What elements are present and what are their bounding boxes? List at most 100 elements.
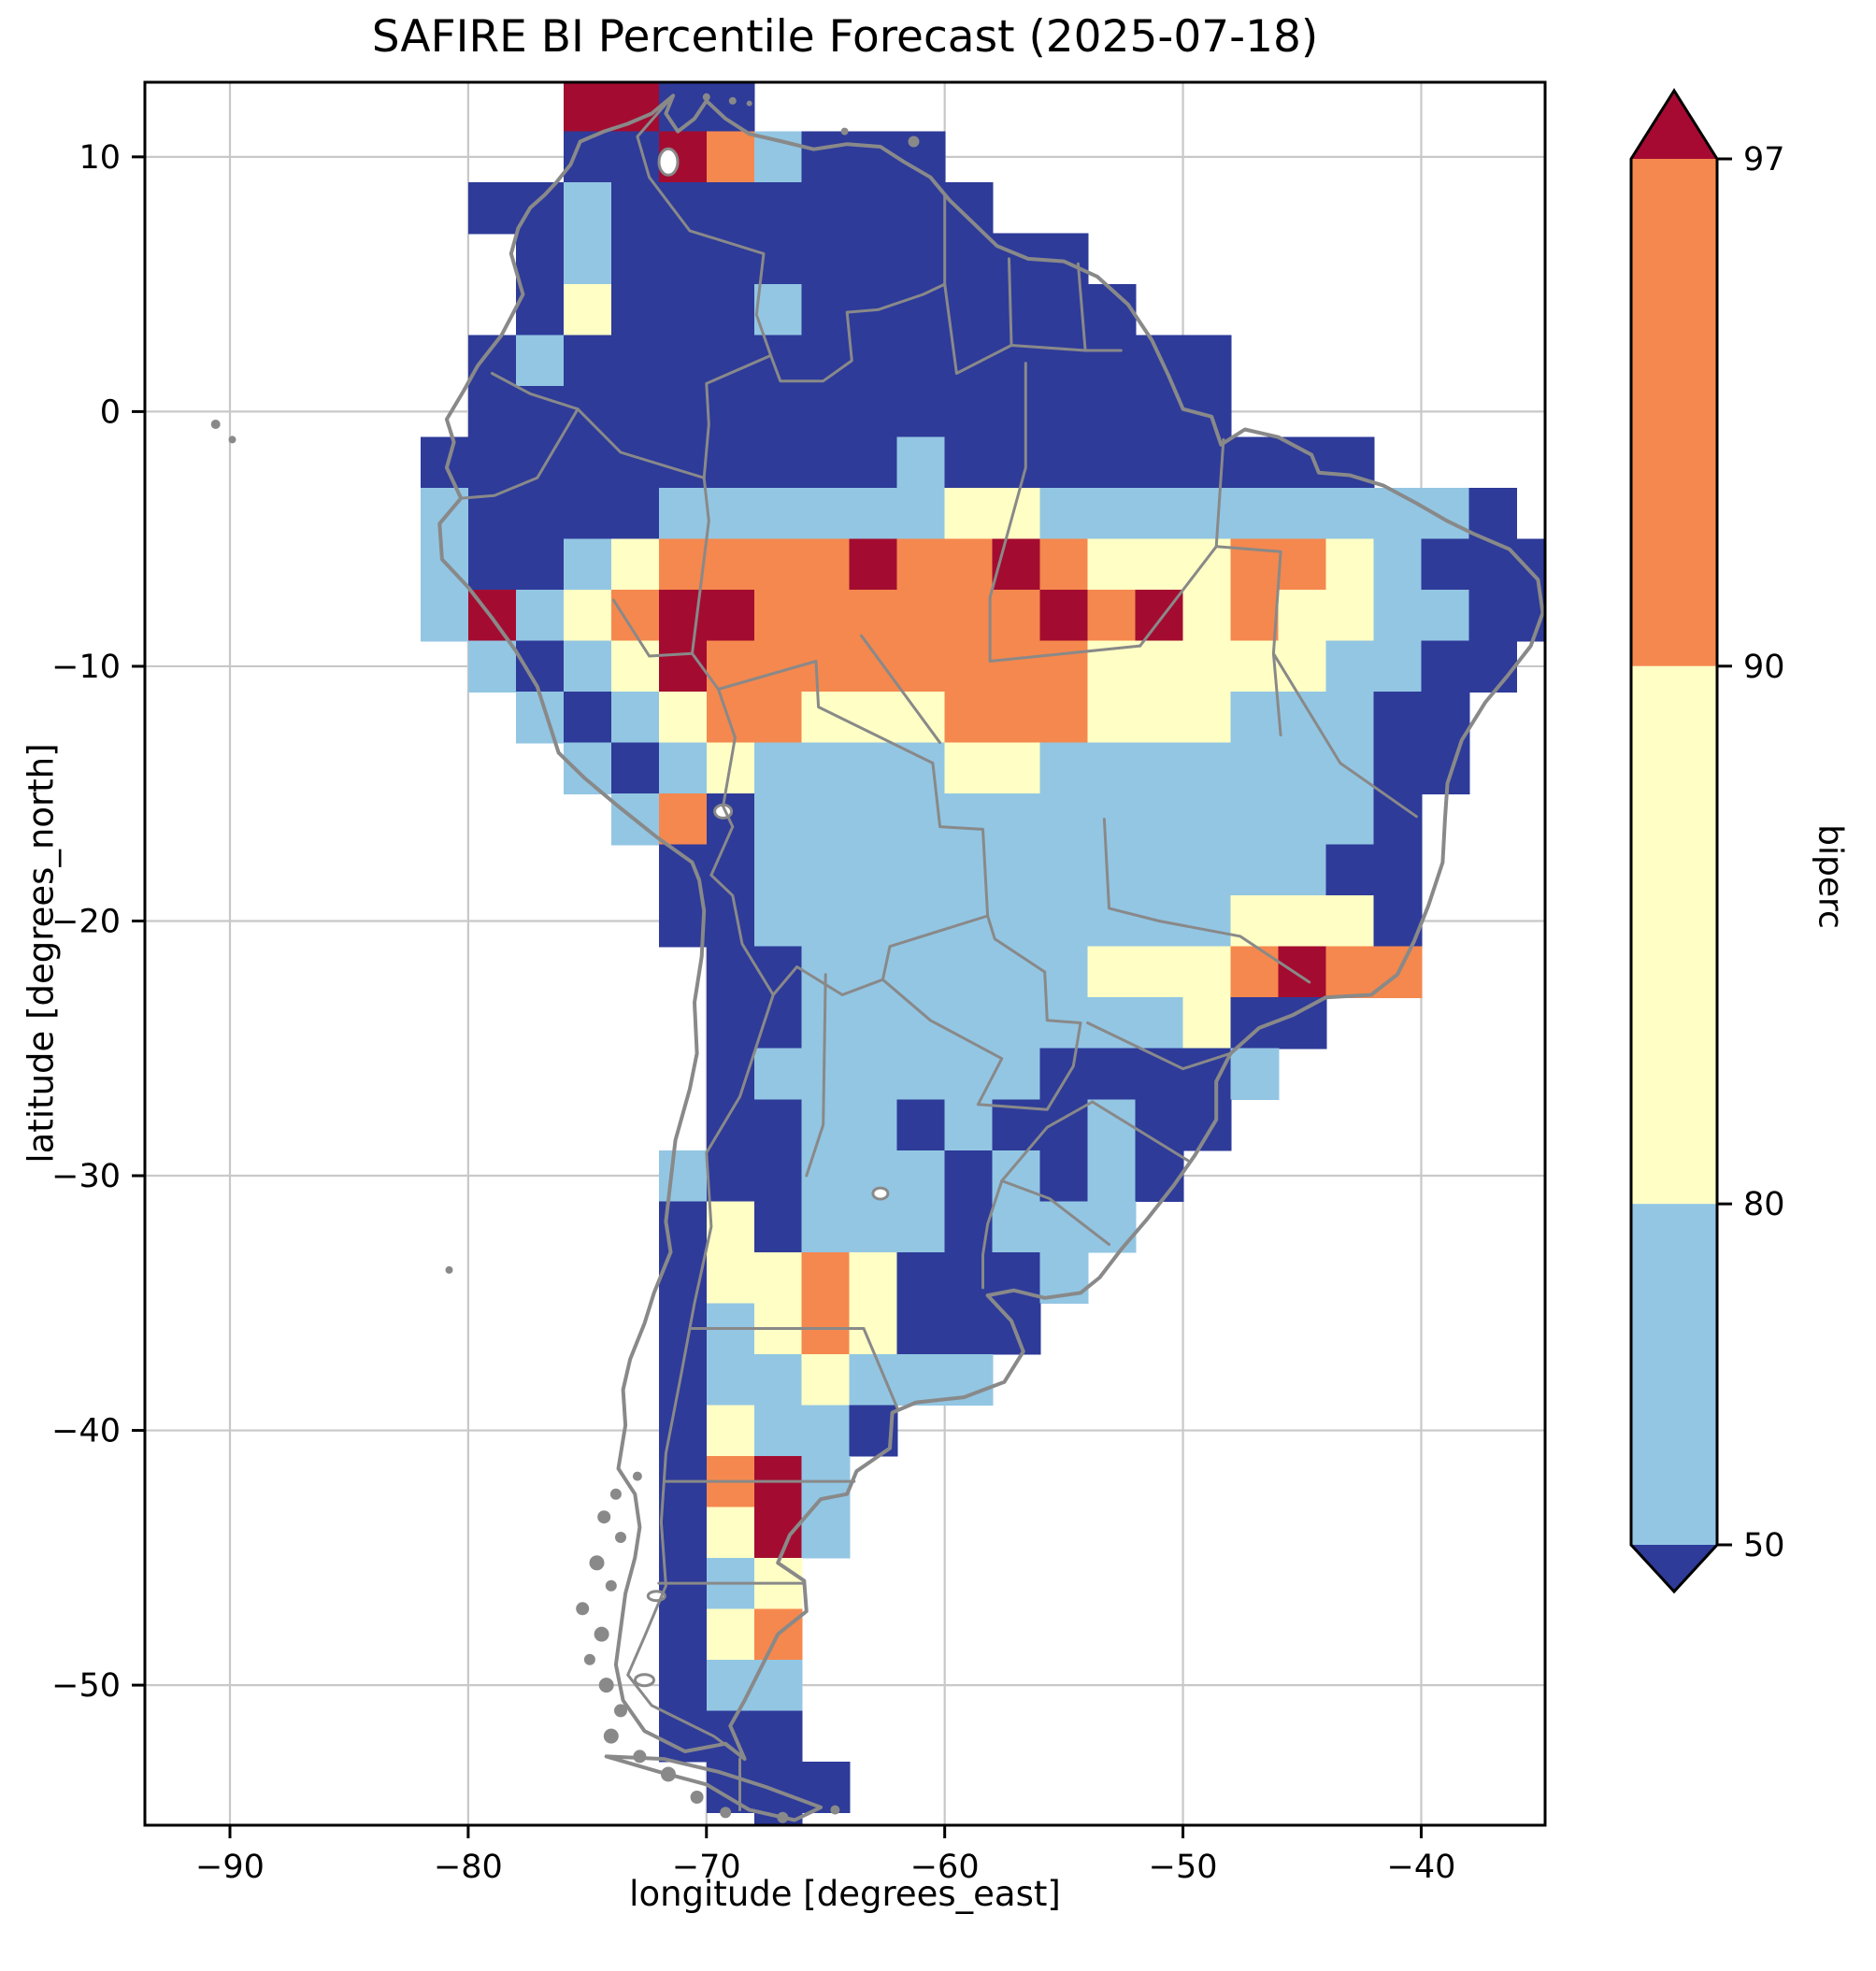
tierra-del-fuego-coast (604, 1754, 823, 1822)
raster-cell (944, 182, 994, 235)
raster-cell (1039, 844, 1089, 896)
raster-cell (467, 640, 517, 693)
admin-border (691, 651, 737, 877)
raster-cell (515, 182, 565, 235)
raster-cell (610, 233, 660, 285)
raster-cell (1278, 895, 1327, 948)
raster-cell (849, 538, 898, 591)
raster-cell (1087, 895, 1137, 948)
raster-cell (1278, 488, 1327, 540)
raster-cell (610, 742, 660, 794)
raster-cell (515, 386, 565, 438)
raster-cell (896, 131, 946, 183)
raster-cell (706, 1150, 755, 1203)
raster-cell (563, 82, 612, 133)
raster-cell (1087, 590, 1137, 642)
raster-cell (896, 182, 946, 235)
raster-cell (896, 590, 946, 642)
raster-cell (658, 1608, 708, 1661)
raster-cell (992, 844, 1041, 896)
admin-border (881, 978, 1004, 1107)
raster-cell (706, 1353, 755, 1407)
raster-cell (801, 284, 851, 336)
raster-cell (1087, 844, 1137, 896)
raster-cell (1182, 590, 1232, 642)
admin-border (1000, 1100, 1095, 1182)
raster-cell (1087, 488, 1137, 540)
raster-cell (706, 1099, 755, 1151)
raster-cell (849, 590, 898, 642)
colorbar-svg: 97 90 80 50 (1629, 88, 1785, 1594)
x-tick-label: −80 (434, 1849, 503, 1886)
island (690, 1791, 704, 1804)
raster-cell (992, 436, 1041, 489)
raster-cell (1468, 590, 1518, 642)
raster-cell (1087, 692, 1137, 744)
raster-cell (992, 335, 1041, 387)
raster-cell (1278, 793, 1327, 846)
raster-cell (1135, 793, 1184, 846)
raster-cell (753, 1150, 803, 1203)
admin-border (769, 282, 947, 383)
raster-cell (1135, 844, 1184, 896)
coastline (437, 93, 1545, 1762)
raster-cell (849, 793, 898, 846)
island (840, 127, 849, 136)
raster-cell (610, 386, 660, 438)
raster-cell (706, 590, 755, 642)
raster-cell (753, 182, 803, 235)
raster-cell (706, 182, 755, 235)
colorbar-under-arrow (1631, 1545, 1717, 1592)
raster-cell (896, 1251, 946, 1305)
raster-cell (515, 590, 565, 642)
raster-cell (1182, 742, 1232, 794)
raster-cell (1039, 895, 1089, 948)
raster-cell (1421, 590, 1470, 642)
raster-cell (992, 284, 1041, 336)
raster-cell (1182, 692, 1232, 744)
raster-cell (1230, 844, 1280, 896)
raster-cell (1087, 1201, 1137, 1253)
raster-cell (420, 436, 469, 489)
raster-cell (944, 946, 994, 998)
y-axis-label: latitude [degrees_north] (21, 743, 62, 1164)
raster-cell (658, 640, 708, 693)
raster-cell (944, 1099, 994, 1151)
island (702, 93, 710, 101)
admin-border (1008, 257, 1013, 347)
raster-cell (1087, 538, 1137, 591)
island (728, 96, 737, 105)
raster-cell (896, 742, 946, 794)
raster-cell (992, 895, 1041, 948)
raster-cell (610, 335, 660, 387)
raster-cell (706, 997, 755, 1050)
raster-cell (563, 182, 612, 235)
raster-cell (849, 386, 898, 438)
raster-cell (1373, 793, 1423, 846)
raster-cell (1087, 793, 1137, 846)
raster-cell (801, 131, 851, 183)
admin-border (988, 362, 1027, 599)
admin-border (459, 407, 580, 500)
raster-cell (849, 895, 898, 948)
raster-cell (753, 692, 803, 744)
raster-cell (706, 233, 755, 285)
raster-cell (563, 488, 612, 540)
raster-cell (1087, 284, 1137, 336)
raster-cell (944, 640, 994, 693)
admin-border (862, 1327, 899, 1409)
raster-layer (420, 82, 1545, 1825)
raster-cell (1087, 946, 1137, 998)
raster-cell (1516, 538, 1545, 591)
island (594, 1626, 609, 1642)
raster-cell (1230, 590, 1280, 642)
raster-cell (706, 335, 755, 387)
x-tick-label: −90 (195, 1849, 265, 1886)
raster-cell (1373, 692, 1423, 744)
island (746, 100, 752, 107)
raster-cell (1468, 640, 1518, 693)
island (597, 1510, 611, 1524)
raster-cell (944, 742, 994, 794)
raster-cell (1039, 436, 1089, 489)
raster-cell (1325, 488, 1375, 540)
